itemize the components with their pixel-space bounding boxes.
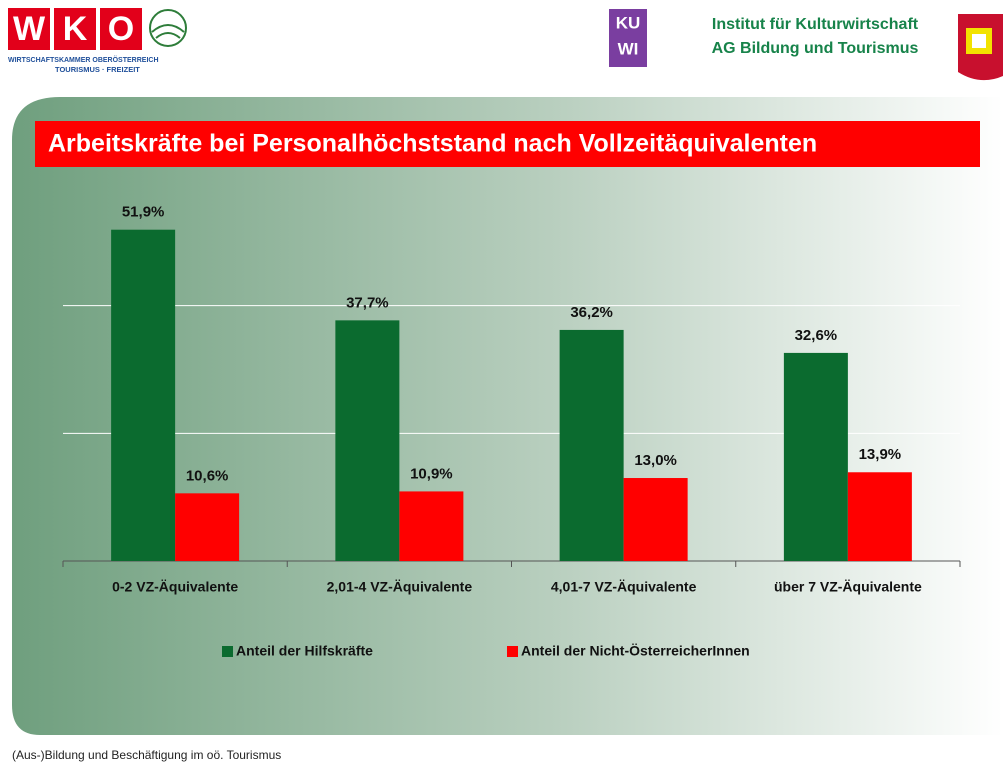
value-label: 36,2% <box>570 304 613 321</box>
value-label: 37,7% <box>346 294 389 311</box>
footer: (Aus-)Bildung und Beschäftigung im oö. T… <box>12 748 281 762</box>
legend-label: Anteil der Nicht-ÖsterreicherInnen <box>521 643 750 659</box>
kuwi-box <box>609 9 647 67</box>
kuwi-text: WI <box>618 39 639 58</box>
x-tick-label: über 7 VZ-Äquivalente <box>774 579 922 595</box>
value-label: 10,6% <box>186 467 229 484</box>
title-bar <box>35 121 980 167</box>
value-label: 32,6% <box>795 327 838 344</box>
x-tick-label: 4,01-7 VZ-Äquivalente <box>551 579 697 595</box>
value-label: 51,9% <box>122 204 165 221</box>
bar <box>175 493 240 561</box>
logo-box <box>100 8 142 50</box>
bar <box>623 478 688 561</box>
value-label: 10,9% <box>410 465 453 482</box>
logo-letter: O <box>108 10 134 48</box>
x-tick-label: 0-2 VZ-Äquivalente <box>112 579 238 595</box>
logo-text: TOURISMUS · FREIZEIT <box>55 65 140 74</box>
legend-label: Anteil der Hilfskräfte <box>236 643 373 659</box>
logo-box <box>8 8 50 50</box>
bar <box>559 329 624 561</box>
value-label: 13,9% <box>859 446 902 463</box>
arms-detail <box>972 34 986 48</box>
institute-text: Institut für Kulturwirtschaft <box>712 16 919 33</box>
kuwi-text: KU <box>616 13 641 32</box>
value-label: 13,0% <box>634 452 677 469</box>
legend-swatch <box>222 646 233 657</box>
bar <box>111 229 176 561</box>
bar <box>399 491 464 561</box>
logo-letter: K <box>63 10 88 48</box>
coat-of-arms <box>958 14 1003 81</box>
logo-emblem <box>149 9 187 47</box>
logo-box <box>54 8 96 50</box>
bar <box>335 320 400 561</box>
logo-emblem <box>151 24 185 39</box>
x-tick-label: 2,01-4 VZ-Äquivalente <box>327 579 473 595</box>
slide-panel <box>12 97 1003 735</box>
logo-letter: W <box>13 10 46 48</box>
wko-logo: W K O WIRTSCHAFTSKAMMER OBERÖSTERREICH T… <box>8 8 187 74</box>
logo-text: WIRTSCHAFTSKAMMER OBERÖSTERREICH <box>8 55 159 64</box>
chart-title: Arbeitskräfte bei Personalhöchststand na… <box>48 130 817 158</box>
bar <box>847 472 912 561</box>
institute-text: AG Bildung und Tourismus <box>712 40 919 57</box>
legend-swatch <box>507 646 518 657</box>
bar <box>783 352 848 561</box>
